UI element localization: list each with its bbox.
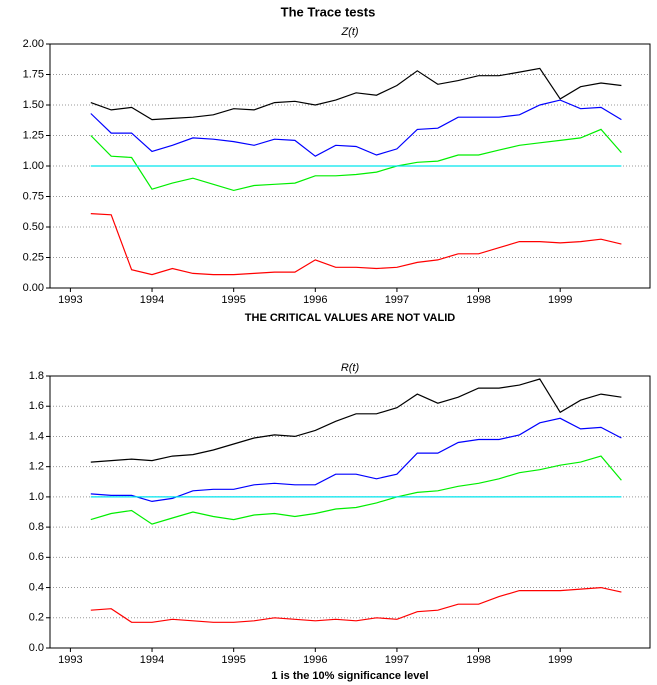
series-line	[90, 99, 622, 157]
y-tick-label: 1.00	[23, 160, 44, 172]
subtitle: R(t)	[341, 362, 360, 374]
y-tick-label: 1.75	[23, 68, 44, 80]
series-line	[90, 455, 622, 525]
x-tick-label: 1997	[385, 654, 409, 666]
y-tick-label: 0.2	[29, 612, 44, 624]
x-tick-label: 1993	[58, 294, 82, 306]
y-tick-label: 0.25	[23, 251, 44, 263]
y-tick-label: 2.00	[23, 38, 44, 50]
chart-title: The Trace tests	[281, 4, 376, 19]
y-tick-label: 1.2	[29, 461, 44, 473]
y-tick-label: 0.8	[29, 521, 44, 533]
x-tick-label: 1997	[385, 294, 409, 306]
y-tick-label: 1.8	[29, 370, 44, 382]
x-tick-label: 1998	[466, 294, 490, 306]
y-tick-label: 0.00	[23, 282, 44, 294]
series-line	[90, 417, 622, 503]
y-tick-label: 1.0	[29, 491, 44, 503]
y-tick-label: 0.6	[29, 551, 44, 563]
y-tick-label: 0.75	[23, 190, 44, 202]
y-tick-label: 1.4	[29, 430, 44, 442]
x-axis-label: 1 is the 10% significance level	[271, 670, 428, 682]
x-tick-label: 1993	[58, 654, 82, 666]
y-tick-label: 1.6	[29, 400, 44, 412]
x-tick-label: 1994	[140, 294, 164, 306]
x-tick-label: 1995	[221, 654, 245, 666]
plot-frame	[49, 375, 651, 649]
x-tick-label: 1999	[548, 654, 572, 666]
series-line	[90, 213, 622, 276]
subtitle: Z(t)	[340, 26, 358, 38]
series-line	[90, 378, 622, 463]
series-line	[90, 586, 622, 623]
series-line	[90, 67, 622, 121]
series-line	[90, 128, 622, 192]
y-tick-label: 0.4	[29, 581, 44, 593]
x-tick-label: 1994	[140, 654, 164, 666]
x-tick-label: 1995	[221, 294, 245, 306]
y-tick-label: 0.0	[29, 642, 44, 654]
y-tick-label: 1.50	[23, 99, 44, 111]
x-tick-label: 1996	[303, 294, 327, 306]
x-axis-label: THE CRITICAL VALUES ARE NOT VALID	[245, 312, 455, 324]
x-tick-label: 1998	[466, 654, 490, 666]
y-tick-label: 1.25	[23, 129, 44, 141]
x-tick-label: 1996	[303, 654, 327, 666]
plot-frame	[49, 43, 651, 289]
x-tick-label: 1999	[548, 294, 572, 306]
y-tick-label: 0.50	[23, 221, 44, 233]
